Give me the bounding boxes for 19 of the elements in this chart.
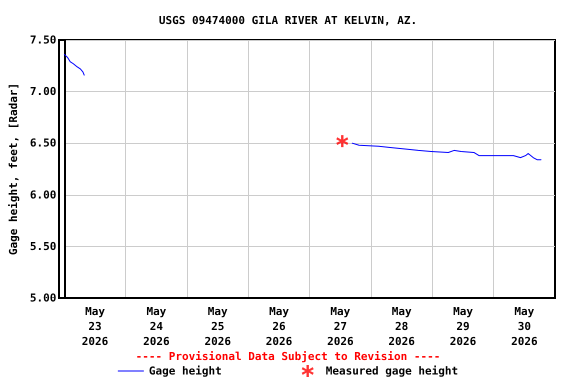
y-tick-label: 6.00 <box>30 188 56 202</box>
y-tick-label: 7.50 <box>30 34 56 46</box>
y-tick-label: 6.50 <box>30 136 56 150</box>
y-axis-title: Gage height, feet, [Radar] <box>7 82 20 256</box>
y-tick-label: 5.50 <box>30 240 56 253</box>
x-tick-label: May 25 2026 <box>204 305 232 348</box>
y-tick-label: 7.00 <box>30 85 56 98</box>
x-tick-label: May 29 2026 <box>450 305 477 348</box>
text: ---- Provisional Data Subject to Revision ---- <box>136 350 440 363</box>
y-tick-label: 5.00 <box>30 292 56 304</box>
x-tick-label: May 30 2026 <box>511 305 538 348</box>
x-tick-label: May 28 2026 <box>388 305 416 348</box>
legend-label: Gage height <box>148 364 222 378</box>
legend-label: Measured gage height <box>326 364 458 378</box>
x-tick-label: May 26 2026 <box>266 305 293 348</box>
x-tick-label: May 23 2026 <box>82 305 109 348</box>
x-tick-label: May 24 2026 <box>143 305 170 348</box>
x-tick-label: May 27 2026 <box>327 305 354 348</box>
chart-title: USGS 09474000 GILA RIVER AT KELVIN, AZ. <box>158 14 418 27</box>
